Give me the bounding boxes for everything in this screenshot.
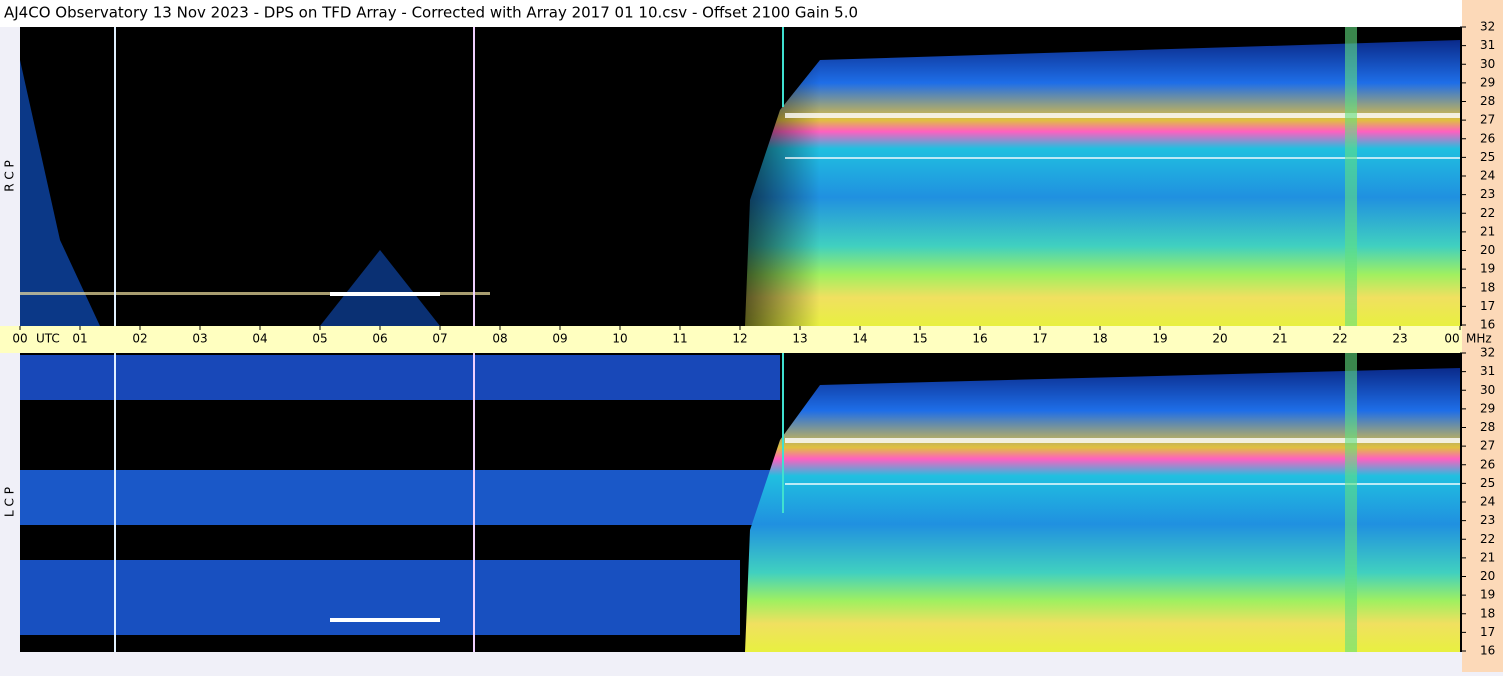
frequency-label: 27 [1480, 113, 1495, 127]
frequency-label: 31 [1480, 364, 1495, 378]
time-label: 06 [372, 332, 387, 346]
frequency-label: 26 [1480, 457, 1495, 471]
time-zone: UTC [36, 332, 60, 346]
time-label: 11 [672, 332, 687, 346]
title-bar [0, 0, 1462, 27]
frequency-label: 17 [1480, 625, 1495, 639]
time-label: 03 [192, 332, 207, 346]
frequency-label: 25 [1480, 150, 1495, 164]
frequency-label: 24 [1480, 169, 1495, 183]
time-label: 19 [1152, 332, 1167, 346]
frequency-label: 30 [1480, 57, 1495, 71]
time-label: 23 [1392, 332, 1407, 346]
frequency-label: 16 [1480, 644, 1495, 658]
frequency-label: 21 [1480, 224, 1495, 238]
time-label: 16 [972, 332, 987, 346]
title: AJ4CO Observatory 13 Nov 2023 - DPS on T… [4, 4, 858, 22]
time-label: 02 [132, 332, 147, 346]
frequency-axis-bg [1462, 0, 1503, 672]
frequency-label: 18 [1480, 280, 1495, 294]
time-label: 00 [12, 332, 27, 346]
frequency-label: 29 [1480, 75, 1495, 89]
frequency-label: 30 [1480, 383, 1495, 397]
time-label: 22 [1332, 332, 1347, 346]
frequency-label: 17 [1480, 299, 1495, 313]
frequency-label: 16 [1480, 318, 1495, 332]
time-label: 13 [792, 332, 807, 346]
time-label: 04 [252, 332, 267, 346]
frequency-unit: MHz [1466, 332, 1492, 346]
frequency-label: 29 [1480, 401, 1495, 415]
time-label: 18 [1092, 332, 1107, 346]
rcp-panel [20, 27, 1462, 326]
panel-label: R C P [3, 160, 17, 192]
frequency-label: 19 [1480, 262, 1495, 276]
frequency-label: 32 [1480, 20, 1495, 34]
frequency-label: 28 [1480, 420, 1495, 434]
frequency-label: 31 [1480, 38, 1495, 52]
frequency-label: 18 [1480, 606, 1495, 620]
frequency-label: 24 [1480, 495, 1495, 509]
time-label: 05 [312, 332, 327, 346]
time-label: 07 [432, 332, 447, 346]
time-label: 10 [612, 332, 627, 346]
frequency-label: 23 [1480, 513, 1495, 527]
frequency-label: 32 [1480, 346, 1495, 360]
time-label: 21 [1272, 332, 1287, 346]
time-label: 09 [552, 332, 567, 346]
time-label: 17 [1032, 332, 1047, 346]
frequency-label: 26 [1480, 131, 1495, 145]
frequency-label: 22 [1480, 532, 1495, 546]
time-label: 01 [72, 332, 87, 346]
frequency-label: 28 [1480, 94, 1495, 108]
panel-label: L C P [3, 487, 17, 517]
time-label: 12 [732, 332, 747, 346]
time-label: 08 [492, 332, 507, 346]
lcp-panel [20, 353, 1462, 652]
frequency-label: 20 [1480, 243, 1495, 257]
time-label: 20 [1212, 332, 1227, 346]
frequency-label: 22 [1480, 206, 1495, 220]
time-label: 14 [852, 332, 867, 346]
time-label: 00 [1444, 332, 1459, 346]
frequency-label: 19 [1480, 588, 1495, 602]
frequency-label: 20 [1480, 569, 1495, 583]
frequency-label: 21 [1480, 550, 1495, 564]
frequency-label: 27 [1480, 439, 1495, 453]
time-axis-bg [0, 326, 1462, 353]
time-label: 15 [912, 332, 927, 346]
frequency-label: 23 [1480, 187, 1495, 201]
frequency-label: 25 [1480, 476, 1495, 490]
